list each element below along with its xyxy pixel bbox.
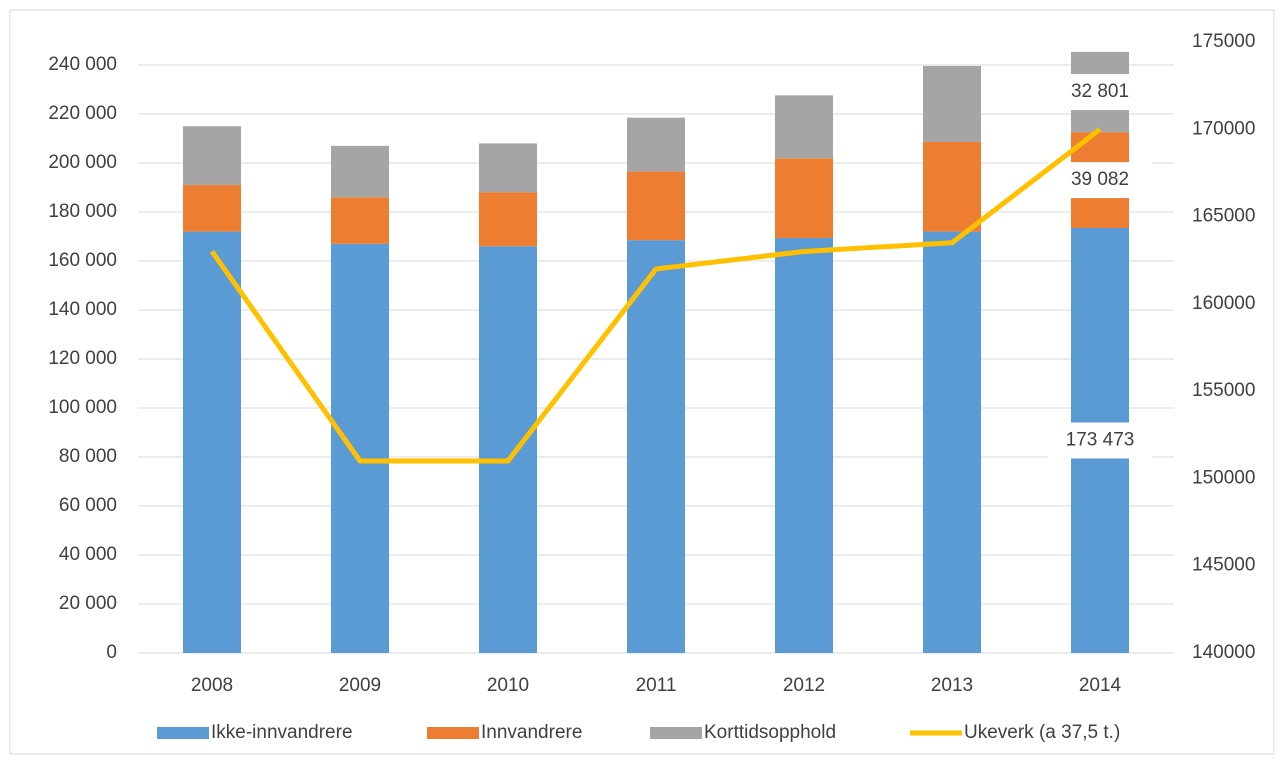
y-tick-label: 80 000: [59, 446, 117, 467]
bar-segment: [331, 197, 389, 244]
legend-label: Ikke-innvandrere: [211, 722, 353, 743]
data-label: 32 801: [1071, 81, 1129, 102]
x-tick-label: 2014: [1079, 675, 1122, 696]
bar-segment: [627, 171, 685, 241]
y2-tick-label: 175000: [1192, 31, 1255, 52]
data-label-bg: [1048, 162, 1152, 199]
data-label: 39 082: [1071, 169, 1129, 190]
bar-segment: [775, 158, 833, 238]
legend-swatch: [427, 727, 479, 739]
y-tick-label: 0: [106, 642, 117, 663]
y2-tick-label: 140000: [1192, 642, 1255, 663]
x-tick-label: 2008: [191, 675, 233, 696]
bar-segment: [479, 246, 537, 654]
x-tick-label: 2009: [339, 675, 381, 696]
x-tick-label: 2013: [931, 675, 973, 696]
bar-segment: [923, 231, 981, 653]
legend-label: Ukeverk (a 37,5 t.): [964, 722, 1120, 743]
data-label: 173 473: [1066, 430, 1135, 451]
bar-segment: [183, 231, 241, 653]
y2-tick-label: 145000: [1192, 555, 1255, 576]
y2-tick-label: 150000: [1192, 467, 1255, 488]
y-tick-label: 140 000: [48, 299, 117, 320]
y-tick-label: 160 000: [48, 250, 117, 271]
y2-tick-label: 155000: [1192, 380, 1255, 401]
y-tick-label: 100 000: [48, 397, 117, 418]
bar-segment: [331, 243, 389, 653]
bar-segment: [775, 237, 833, 653]
bar-segment: [923, 65, 981, 142]
y2-tick-label: 170000: [1192, 118, 1255, 139]
bar-segment: [183, 126, 241, 186]
data-label-bg: [1048, 422, 1152, 459]
line-series: [209, 127, 1102, 464]
bar-segment: [627, 240, 685, 654]
legend-label: Innvandrere: [481, 722, 582, 743]
y-tick-label: 180 000: [48, 201, 117, 222]
bar-segment: [479, 143, 537, 193]
bar-segment: [775, 95, 833, 159]
x-tick-label: 2011: [636, 675, 677, 696]
y-tick-label: 40 000: [59, 544, 117, 565]
bar-segment: [479, 192, 537, 247]
y2-tick-label: 165000: [1192, 206, 1255, 227]
bar-segment: [183, 185, 241, 232]
y-tick-label: 220 000: [48, 103, 117, 124]
y2-tick-label: 160000: [1192, 293, 1255, 314]
y-tick-label: 120 000: [48, 348, 117, 369]
x-tick-label: 2010: [487, 675, 529, 696]
y-tick-label: 240 000: [48, 54, 117, 75]
bar-segment: [627, 117, 685, 172]
data-label-bg: [1048, 74, 1152, 111]
bar-segment: [331, 145, 389, 198]
y-tick-label: 200 000: [48, 152, 117, 173]
x-tick-label: 2012: [783, 675, 825, 696]
y-tick-label: 60 000: [59, 495, 117, 516]
legend-label: Korttidsopphold: [704, 722, 836, 743]
y-tick-label: 20 000: [59, 593, 117, 614]
bar-segment: [923, 141, 981, 232]
legend-swatch: [157, 727, 209, 739]
legend-swatch: [650, 727, 702, 739]
